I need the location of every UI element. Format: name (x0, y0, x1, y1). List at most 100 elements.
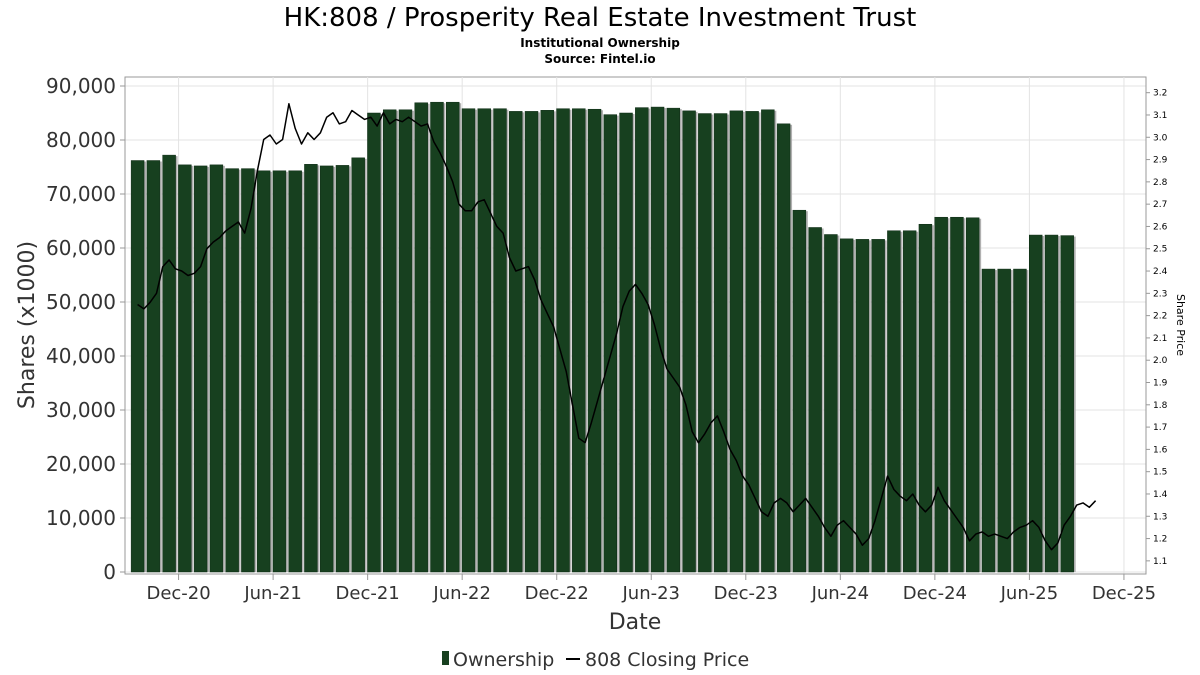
ownership-bar (1060, 235, 1074, 573)
y-tick-label: 50,000 (46, 290, 116, 314)
ownership-bar (162, 154, 176, 573)
y-tick-label: 70,000 (46, 182, 116, 206)
legend-ownership-label: Ownership (453, 649, 554, 671)
ownership-bar (461, 108, 476, 573)
ownership-bar (351, 157, 365, 573)
y2-tick-label: 2.5 (1153, 245, 1167, 255)
y-tick-label: 10,000 (46, 506, 116, 530)
ownership-bar (572, 108, 586, 573)
y2-tick-label: 1.9 (1153, 379, 1168, 389)
ownership-bar (509, 111, 523, 573)
y-tick-label: 40,000 (46, 344, 116, 368)
y2-tick-label: 3.2 (1153, 89, 1167, 99)
y2-tick-label: 2.7 (1153, 200, 1167, 210)
y-axis-title: Shares (x1000) (15, 241, 40, 409)
ownership-bar (839, 238, 854, 573)
x-tick-label: Jun-23 (621, 583, 680, 604)
x-tick-label: Jun-21 (243, 583, 302, 604)
x-tick-label: Dec-21 (336, 583, 400, 604)
ownership-bar (524, 111, 539, 573)
ownership-bar (556, 108, 570, 573)
legend: Ownership 808 Closing Price (442, 649, 749, 671)
ownership-bar (477, 108, 491, 573)
ownership-bar (146, 160, 161, 573)
ownership-bar (666, 107, 681, 573)
ownership-bar (540, 110, 554, 573)
y-tick-label: 60,000 (46, 236, 116, 260)
y2-tick-label: 2.4 (1153, 267, 1168, 277)
x-tick-label: Dec-25 (1092, 583, 1156, 604)
x-tick-label: Dec-24 (903, 583, 967, 604)
x-tick-label: Dec-23 (714, 583, 778, 604)
y2-tick-label: 2.6 (1153, 222, 1168, 232)
y2-tick-label: 1.5 (1153, 468, 1167, 478)
ownership-bar (619, 112, 633, 573)
x-axis-title: Date (609, 610, 662, 635)
y2-tick-label: 2.3 (1153, 289, 1167, 299)
ownership-bar (446, 101, 460, 573)
y2-tick-label: 1.4 (1153, 490, 1168, 500)
x-tick-label: Dec-22 (525, 583, 589, 604)
ownership-bar (887, 230, 901, 573)
ownership-bar (808, 227, 822, 573)
y2-tick-label: 2.2 (1153, 312, 1167, 322)
ownership-bar (256, 170, 271, 573)
ownership-bar (950, 216, 964, 573)
y2-tick-label: 1.7 (1153, 423, 1167, 433)
ownership-bar (1028, 234, 1043, 573)
ownership-bar (824, 234, 838, 573)
y-tick-label: 80,000 (46, 128, 116, 152)
y2-tick-label: 1.8 (1153, 401, 1168, 411)
y2-tick-label: 1.6 (1153, 445, 1168, 455)
ownership-bar (965, 217, 980, 573)
ownership-bar (367, 112, 381, 573)
legend-ownership-swatch (442, 651, 449, 665)
y2-tick-label: 1.3 (1153, 512, 1167, 522)
ownership-bar (997, 268, 1011, 573)
x-tick-label: Jun-24 (811, 583, 870, 604)
ownership-bar (981, 268, 996, 573)
y2-tick-label: 2.8 (1153, 178, 1168, 188)
ownership-bar (493, 108, 507, 573)
y2-tick-label: 2.0 (1153, 356, 1168, 366)
ownership-bar (319, 165, 334, 573)
y-tick-label: 20,000 (46, 452, 116, 476)
ownership-bar (698, 113, 712, 573)
y2-tick-label: 1.1 (1153, 557, 1167, 567)
x-tick-label: Dec-20 (146, 583, 210, 604)
ownership-bar (288, 170, 302, 573)
ownership-bar (335, 165, 350, 573)
ownership-bar (241, 168, 255, 573)
x-tick-label: Jun-22 (432, 583, 491, 604)
ownership-bar (682, 110, 696, 573)
ownership-bar (587, 108, 602, 573)
ownership-bar (272, 170, 287, 573)
price-line-layer (137, 103, 1097, 551)
ownership-bar (603, 114, 618, 573)
ownership-bar (1013, 268, 1027, 573)
price-line (137, 103, 1097, 551)
ownership-bar (1044, 234, 1059, 573)
ownership-bar (713, 113, 728, 573)
ownership-bars (130, 101, 1076, 573)
x-tick-label: Jun-25 (1000, 583, 1059, 604)
ownership-bar (130, 160, 145, 573)
y-tick-label: 0 (103, 560, 116, 584)
y2-tick-label: 2.9 (1153, 156, 1168, 166)
chart-subtitle-source: Source: Fintel.io (544, 52, 655, 66)
ownership-bar (745, 111, 759, 573)
chart-title: HK:808 / Prosperity Real Estate Investme… (284, 3, 917, 33)
y2-tick-label: 3.0 (1153, 133, 1168, 143)
ownership-bar (918, 223, 933, 573)
ownership-bar (225, 168, 239, 573)
ownership-bar (902, 230, 917, 573)
ownership-bar (761, 109, 775, 573)
chart-subtitle-ownership: Institutional Ownership (520, 36, 680, 50)
ownership-bar (304, 164, 318, 573)
ownership-bar (382, 109, 397, 573)
ownership-bar (193, 165, 208, 573)
ownership-bar (414, 102, 428, 573)
ownership-bar (792, 209, 807, 573)
y2-tick-label: 2.1 (1153, 334, 1167, 344)
